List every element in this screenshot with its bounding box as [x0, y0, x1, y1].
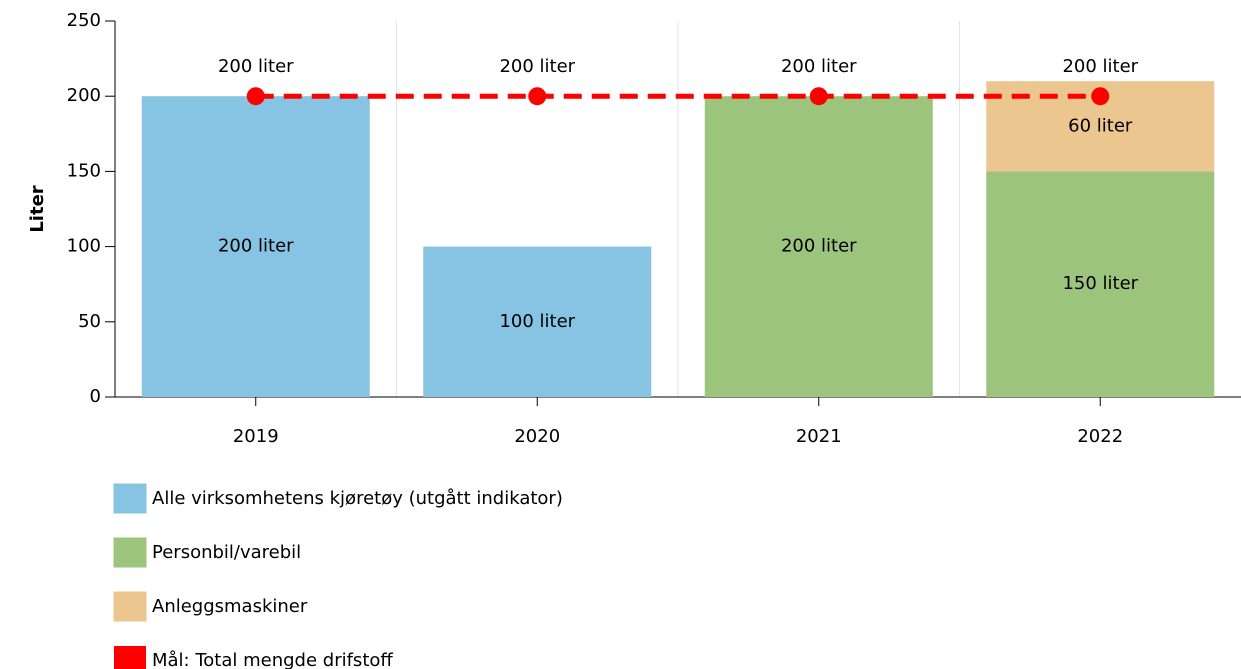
- y-tick-label: 150: [67, 160, 101, 181]
- legend-label: Alle virksomhetens kjøretøy (utgått indi…: [152, 488, 563, 509]
- x-tick-label: 2021: [796, 426, 842, 447]
- bar-value-label: 200 liter: [218, 236, 294, 257]
- line-value-label: 200 liter: [1062, 56, 1138, 77]
- legend-swatch: [113, 483, 147, 514]
- line-value-label: 200 liter: [499, 56, 575, 77]
- y-tick-label: 200: [67, 85, 101, 106]
- bar-value-label: 150 liter: [1062, 273, 1138, 294]
- legend-swatch: [113, 591, 147, 622]
- legend: Alle virksomhetens kjøretøy (utgått indi…: [113, 483, 563, 669]
- y-tick-label: 50: [78, 311, 101, 332]
- target-marker: [1091, 87, 1110, 106]
- x-tick-label: 2020: [514, 426, 560, 447]
- bar-value-label: 60 liter: [1068, 115, 1133, 136]
- bar-value-label: 200 liter: [781, 236, 857, 257]
- target-marker: [809, 87, 828, 106]
- y-tick-label: 100: [67, 236, 101, 257]
- x-tick-label: 2022: [1077, 426, 1123, 447]
- legend-swatch: [113, 537, 147, 568]
- target-marker: [246, 87, 265, 106]
- line-value-label: 200 liter: [218, 56, 294, 77]
- bar: [141, 96, 370, 397]
- y-tick-label: 250: [67, 10, 101, 31]
- y-axis-label: Liter: [27, 185, 48, 232]
- target-marker: [528, 87, 547, 106]
- legend-swatch: [114, 646, 146, 669]
- x-tick-label: 2019: [233, 426, 279, 447]
- bar-value-label: 100 liter: [499, 311, 575, 332]
- y-tick-label: 0: [90, 386, 101, 407]
- legend-label: Anleggsmaskiner: [152, 596, 308, 617]
- bar: [704, 96, 933, 397]
- bar: [423, 246, 652, 397]
- legend-label: Mål: Total mengde drifstoff: [152, 650, 393, 669]
- line-value-label: 200 liter: [781, 56, 857, 77]
- bar: [986, 171, 1215, 397]
- legend-label: Personbil/varebil: [152, 542, 301, 563]
